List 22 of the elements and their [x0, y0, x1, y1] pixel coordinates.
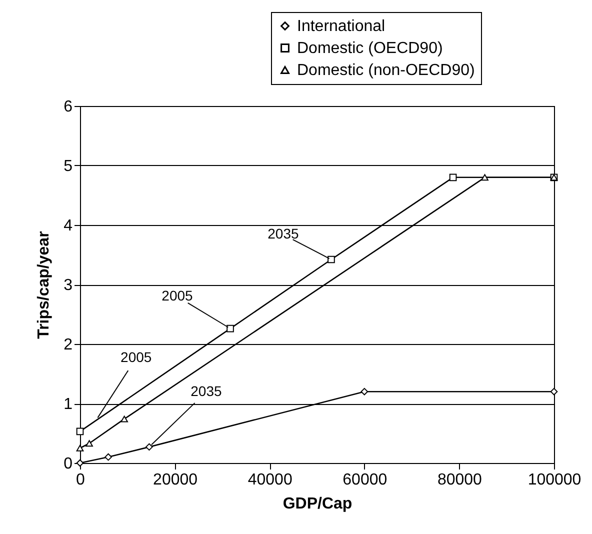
legend-label: Domestic (OECD90) — [297, 40, 443, 57]
y-tick-label: 3 — [64, 277, 73, 294]
x-tick-label: 100000 — [528, 472, 582, 488]
legend-label: Domestic (non-OECD90) — [297, 62, 475, 79]
y-tick-label: 2 — [64, 336, 73, 354]
x-axis-title: GDP/Cap — [282, 496, 352, 512]
x-tick-label: 60000 — [342, 472, 388, 488]
y-tick-label: 4 — [64, 218, 73, 234]
x-tick-label: 80000 — [437, 472, 482, 488]
annotation: 2035 — [190, 382, 222, 399]
x-tick-label: 40000 — [248, 472, 292, 488]
y-tick-label: 6 — [64, 98, 73, 116]
legend-label: International — [297, 18, 386, 35]
y-axis-title: Trips/cap/year — [36, 231, 53, 339]
annotation: 2035 — [268, 226, 299, 242]
annotation: 2005 — [120, 349, 152, 366]
y-tick-label: 5 — [64, 158, 73, 175]
y-tick-label: 0 — [64, 456, 73, 472]
x-tick-label: 0 — [76, 472, 86, 488]
y-tick-label: 1 — [64, 396, 73, 413]
annotation: 2005 — [162, 288, 194, 304]
x-tick-label: 20000 — [153, 472, 198, 488]
